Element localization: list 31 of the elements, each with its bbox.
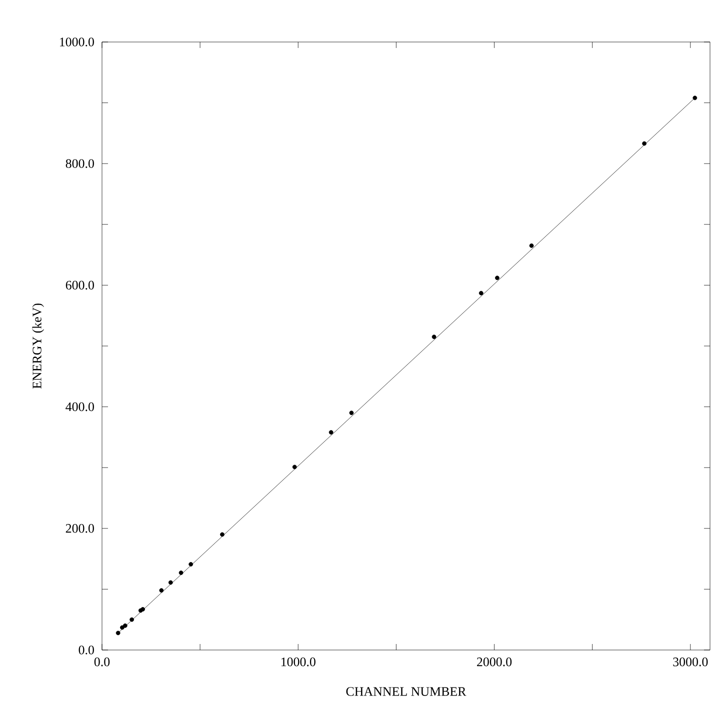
point: [529, 243, 534, 248]
point: [349, 410, 354, 416]
point: [178, 570, 184, 575]
point: [120, 625, 124, 630]
point: [116, 630, 120, 636]
point: [188, 562, 194, 566]
point: [130, 617, 134, 622]
point: [168, 580, 173, 585]
point: [122, 623, 128, 628]
point: [140, 607, 145, 612]
y-tick-label: 800.0: [66, 159, 94, 168]
point: [692, 96, 698, 100]
x-tick-label: 3000.0: [673, 658, 708, 666]
y-tick-label: 0.0: [78, 646, 94, 654]
y-tick-label: 400.0: [66, 402, 94, 412]
y-tick-label: 600.0: [66, 280, 94, 290]
point: [328, 430, 334, 435]
point: [292, 464, 297, 470]
point: [478, 290, 484, 296]
point: [642, 141, 647, 146]
point: [495, 276, 500, 280]
x-tick-label: 0.0: [94, 658, 110, 666]
y-tick-label: 1000.0: [60, 38, 94, 46]
point: [220, 532, 224, 537]
x-tick-label: 2000.0: [477, 658, 512, 666]
point: [159, 588, 164, 593]
y-tick-label: 200.0: [66, 524, 94, 533]
x-tick-label: 1000.0: [281, 658, 316, 666]
x-axis-title: CHANNEL NUMBER: [346, 687, 466, 696]
y-axis-title: ENERGY (keV): [32, 304, 44, 389]
point: [432, 334, 436, 340]
